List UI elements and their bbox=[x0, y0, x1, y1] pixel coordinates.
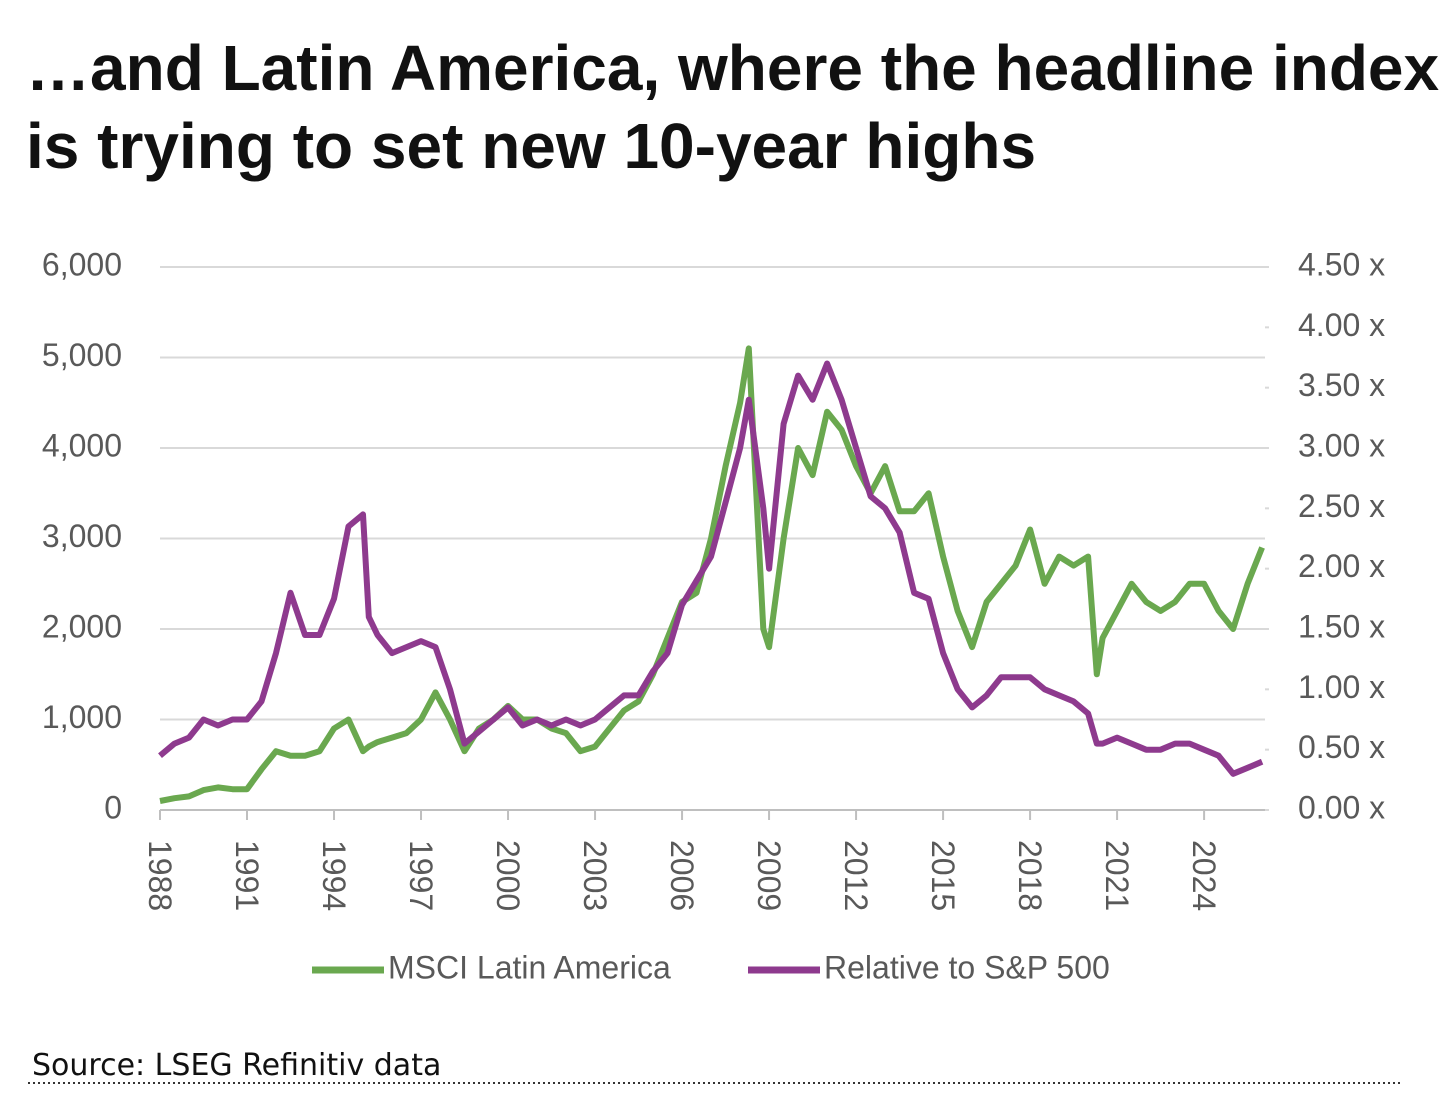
x-tick-label: 2003 bbox=[577, 840, 613, 911]
y-tick-label: 5,000 bbox=[42, 337, 122, 373]
source: Source: LSEG Refinitiv data bbox=[32, 1048, 441, 1083]
y-tick-label: 4,000 bbox=[42, 427, 122, 463]
x-tick-label: 2018 bbox=[1012, 840, 1048, 911]
y2-tick-label: 1.50 x bbox=[1298, 608, 1385, 644]
y-tick-label: 0 bbox=[104, 789, 122, 825]
x-tick-label: 2000 bbox=[490, 840, 526, 911]
chart-title: …and Latin America, where the headline i… bbox=[26, 32, 1440, 182]
series-line bbox=[158, 360, 1264, 777]
x-tick-label: 2012 bbox=[838, 840, 874, 911]
x-tick-label: 2021 bbox=[1099, 840, 1135, 911]
y-tick-label: 3,000 bbox=[42, 518, 122, 554]
y-tick-label: 1,000 bbox=[42, 699, 122, 735]
y2-tick-label: 2.00 x bbox=[1298, 548, 1385, 584]
y2-tick-label: 3.50 x bbox=[1298, 367, 1385, 403]
x-tick-label: 2006 bbox=[664, 840, 700, 911]
x-tick-label: 1991 bbox=[229, 840, 265, 911]
y2-tick-label: 2.50 x bbox=[1298, 488, 1385, 524]
x-tick-label: 1988 bbox=[142, 840, 178, 911]
y2-tick-label: 0.00 x bbox=[1298, 789, 1385, 825]
y-tick-label: 2,000 bbox=[42, 608, 122, 644]
x-tick-label: 1997 bbox=[403, 840, 439, 911]
x-tick-label: 1994 bbox=[316, 840, 352, 911]
y2-tick-label: 0.50 x bbox=[1298, 729, 1385, 765]
y2-tick-label: 1.00 x bbox=[1298, 669, 1385, 705]
y2-tick-label: 4.50 x bbox=[1298, 246, 1385, 282]
y2-tick-label: 4.00 x bbox=[1298, 307, 1385, 343]
y2-tick-label: 3.00 x bbox=[1298, 427, 1385, 463]
x-tick-label: 2015 bbox=[925, 840, 961, 911]
legend-label: Relative to S&P 500 bbox=[824, 949, 1110, 985]
x-tick-label: 2009 bbox=[751, 840, 787, 911]
y-tick-label: 6,000 bbox=[42, 246, 122, 282]
x-tick-label: 2024 bbox=[1186, 840, 1222, 911]
legend-label: MSCI Latin America bbox=[388, 949, 671, 985]
series-line bbox=[159, 345, 1265, 804]
